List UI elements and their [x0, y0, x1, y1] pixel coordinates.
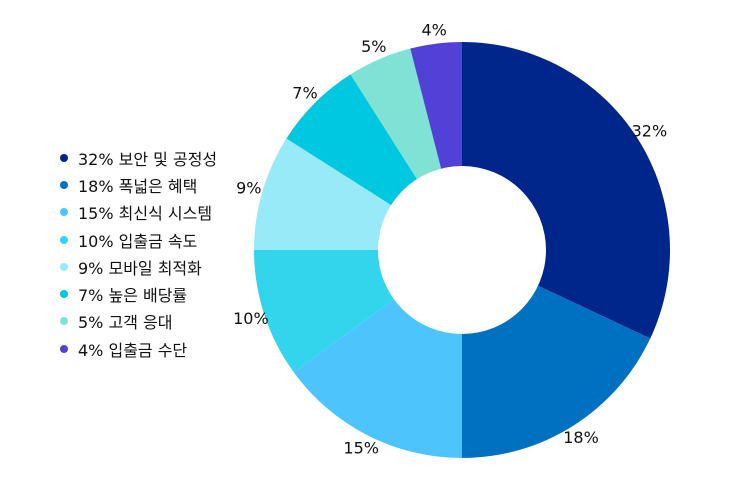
- slice-label-7: 5%: [361, 37, 386, 56]
- legend-item: 7% 높은 배당률: [60, 280, 217, 307]
- legend-item: 9% 모바일 최적화: [60, 253, 217, 280]
- legend-label: 10% 입출금 속도: [78, 231, 198, 251]
- legend-swatch: [60, 344, 68, 353]
- slice-label-4: 10%: [233, 309, 269, 328]
- legend-label: 18% 폭넓은 혜택: [78, 176, 198, 196]
- legend-item: 10% 입출금 속도: [60, 226, 217, 253]
- legend-label: 32% 보안 및 공정성: [78, 149, 218, 169]
- slice-label-8: 4%: [422, 20, 447, 39]
- legend-label: 5% 고객 응대: [78, 313, 173, 333]
- legend-item: 5% 고객 응대: [60, 308, 217, 335]
- legend-item: 32% 보안 및 공정성: [60, 144, 217, 171]
- legend-label: 7% 높은 배당률: [78, 286, 188, 306]
- legend-label: 4% 입출금 수단: [78, 340, 188, 360]
- legend-swatch: [60, 317, 68, 326]
- slice-label-6: 7%: [292, 84, 317, 103]
- legend-swatch: [60, 153, 68, 162]
- legend-swatch: [60, 208, 68, 217]
- slice-label-2: 18%: [563, 428, 599, 447]
- slice-labels: 32% 18% 15% 10% 9% 7% 5% 4%: [233, 20, 667, 457]
- legend-swatch: [60, 180, 68, 189]
- legend-label: 9% 모바일 최적화: [78, 258, 202, 278]
- donut-hole: [378, 166, 546, 334]
- slice-label-3: 15%: [343, 438, 379, 457]
- legend-swatch: [60, 262, 68, 271]
- slice-label-1: 32%: [632, 122, 668, 141]
- legend-item: 15% 최신식 시스템: [60, 199, 217, 226]
- legend-label: 15% 최신식 시스템: [78, 204, 213, 224]
- chart-legend: 32% 보안 및 공정성 18% 폭넓은 혜택 15% 최신식 시스템 10% 입출금…: [60, 144, 217, 362]
- legend-item: 18% 폭넓은 혜택: [60, 171, 217, 198]
- slice-label-5: 9%: [236, 179, 261, 198]
- legend-swatch: [60, 235, 68, 244]
- legend-item: 4% 입출금 수단: [60, 335, 217, 362]
- legend-swatch: [60, 290, 68, 299]
